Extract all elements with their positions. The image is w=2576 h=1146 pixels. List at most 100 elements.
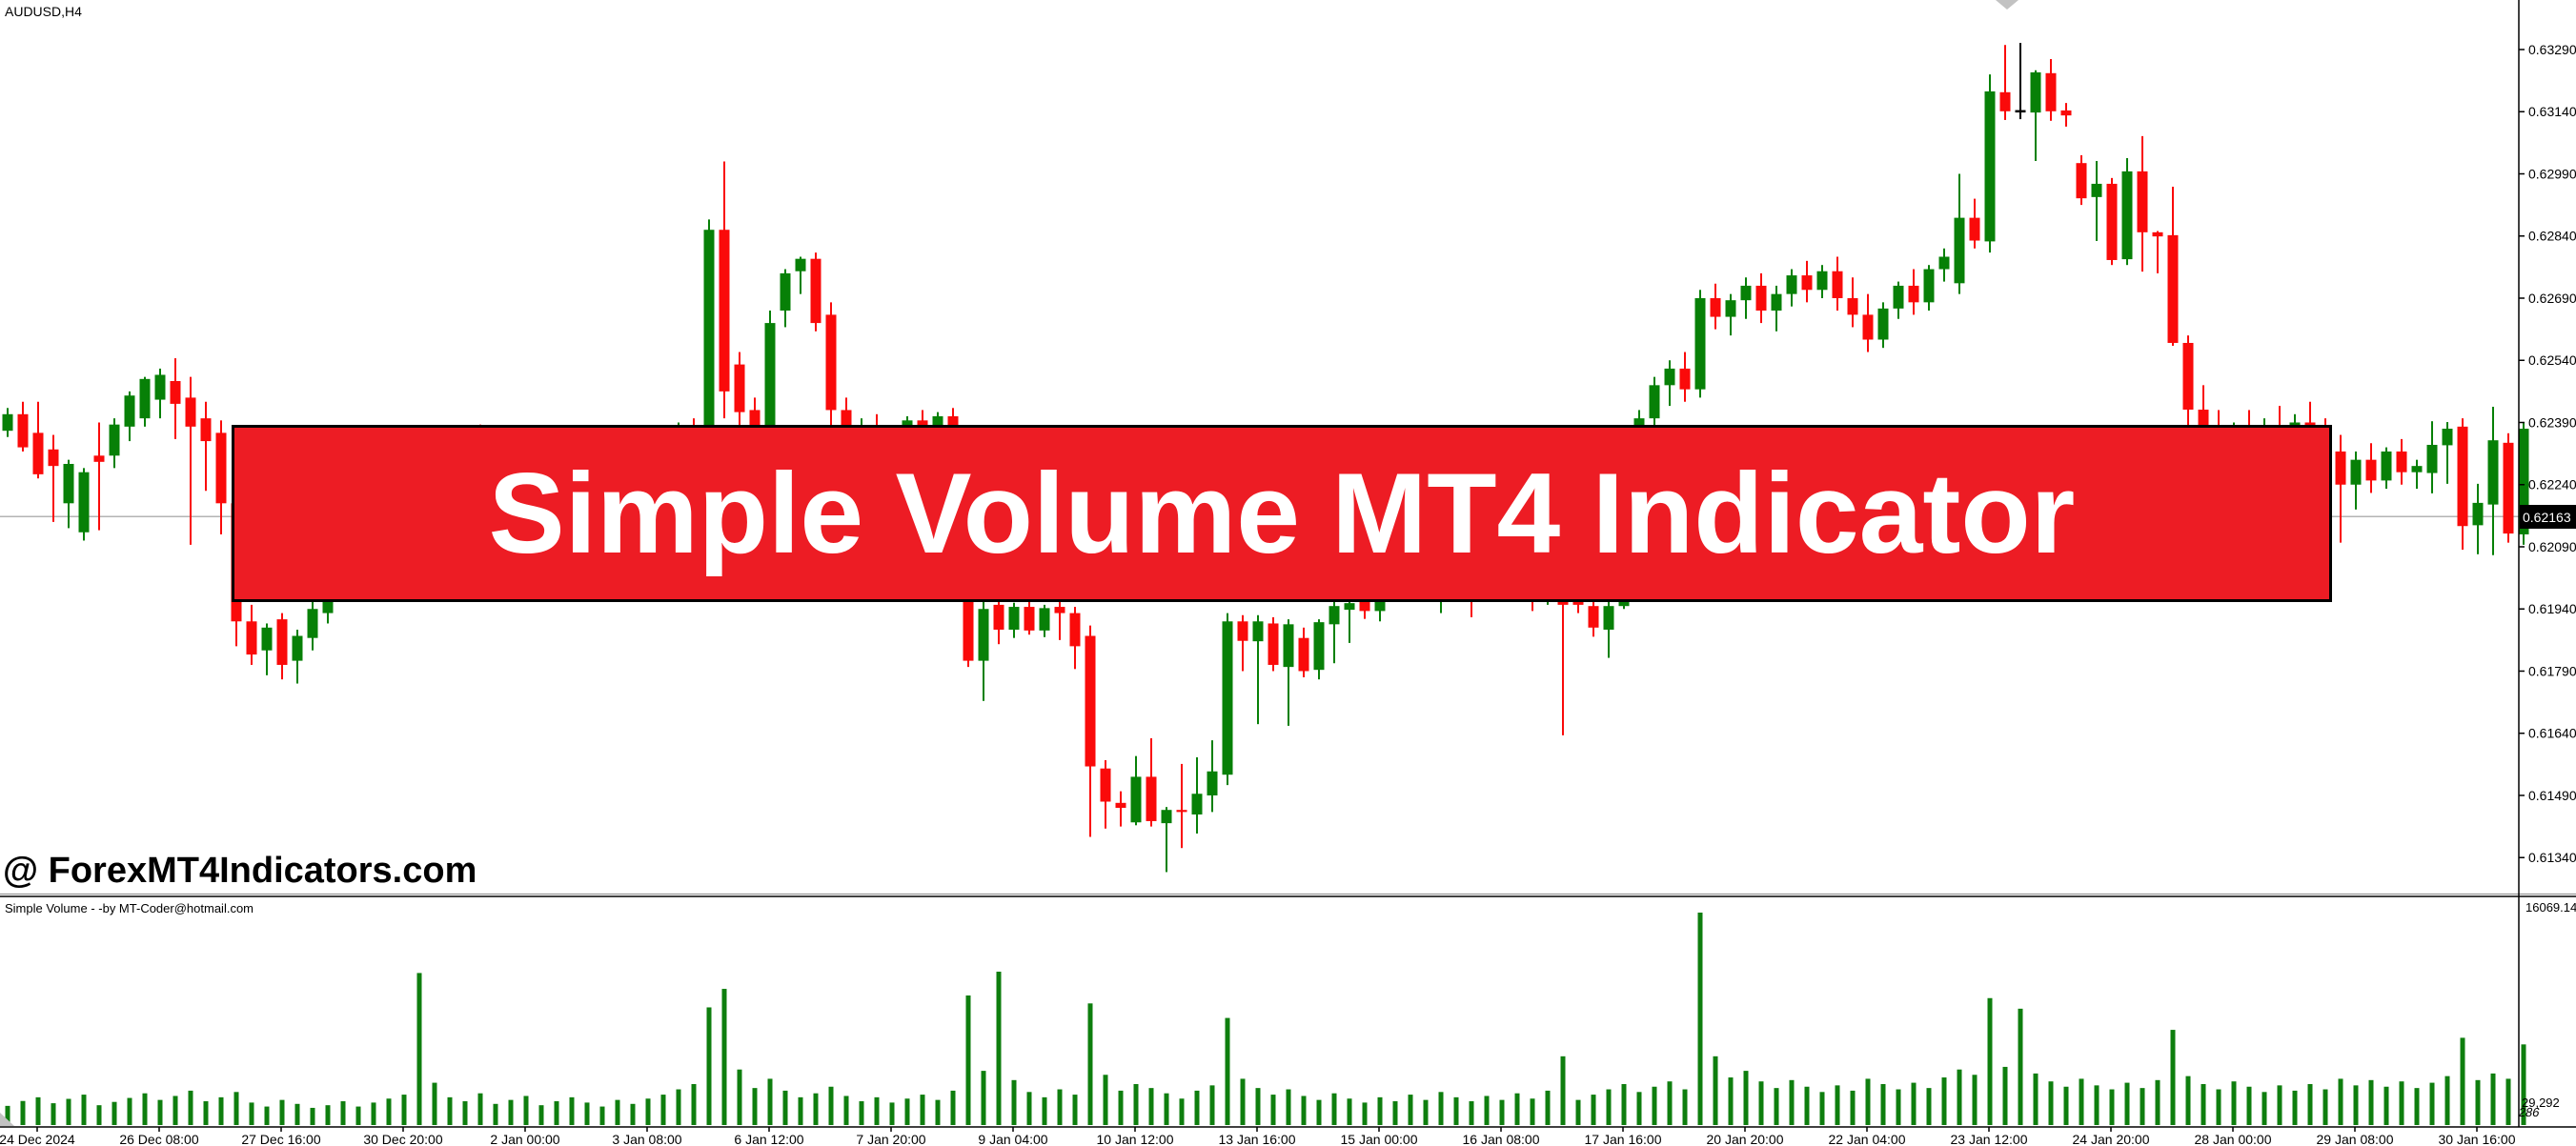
volume-bar: [2322, 1089, 2328, 1125]
candle-body: [1237, 621, 1248, 641]
candle-body: [2426, 444, 2438, 473]
volume-bar: [1728, 1077, 1734, 1125]
volume-bar: [1148, 1088, 1154, 1125]
volume-bar: [1423, 1099, 1429, 1125]
volume-bar: [2033, 1073, 2038, 1125]
volume-bar: [1575, 1099, 1581, 1125]
candle-body: [139, 378, 151, 419]
volume-bar: [843, 1096, 849, 1125]
candle-body: [1024, 607, 1035, 631]
volume-bar: [2109, 1089, 2115, 1125]
candle-body: [2, 413, 13, 432]
volume-bar: [584, 1102, 590, 1125]
volume-bar: [1514, 1093, 1520, 1125]
volume-bar: [538, 1105, 544, 1125]
price-tick-label: 0.63140: [2528, 104, 2576, 119]
volume-bar: [264, 1106, 270, 1125]
candle-body: [2137, 171, 2148, 232]
candle-body: [1984, 90, 1996, 242]
candle-body: [1694, 297, 1706, 390]
price-tick-label: 0.62390: [2528, 414, 2576, 430]
time-tick-label: 2 Jan 00:00: [490, 1132, 559, 1146]
volume-bar: [2368, 1079, 2374, 1125]
volume-bar: [706, 1007, 712, 1125]
time-tick-label: 16 Jan 08:00: [1463, 1132, 1540, 1146]
time-tick-label: 30 Dec 20:00: [363, 1132, 442, 1146]
volume-bar: [1057, 1089, 1063, 1125]
volume-bar: [294, 1103, 300, 1125]
volume-bar: [432, 1082, 437, 1125]
candle-body: [2350, 459, 2362, 485]
volume-bar: [1652, 1086, 1657, 1125]
candle-body: [246, 621, 257, 655]
time-tick-label: 24 Jan 20:00: [2073, 1132, 2150, 1146]
indicator-name-label: Simple Volume - -by MT-Coder@hotmail.com: [5, 901, 254, 915]
volume-bar: [2490, 1073, 2496, 1125]
volume-bar: [51, 1103, 56, 1125]
scroll-corner-marker[interactable]: [0, 1113, 14, 1126]
candle-body: [1999, 91, 2011, 111]
volume-bar: [828, 1086, 834, 1125]
candle-body: [2518, 429, 2529, 534]
candle-body: [2411, 466, 2423, 472]
watermark-text: @ ForexMT4Indicators.com: [3, 851, 477, 891]
candle-body: [185, 397, 196, 427]
candle-body: [1603, 606, 1614, 630]
volume-bar: [767, 1078, 773, 1125]
time-tick-label: 23 Jan 12:00: [1951, 1132, 2028, 1146]
time-tick-label: 22 Jan 04:00: [1829, 1132, 1906, 1146]
candle-body: [1329, 606, 1340, 625]
candle-body: [2457, 426, 2468, 527]
candle-body: [1069, 613, 1081, 647]
candle-body: [2442, 429, 2453, 446]
volume-bar: [2246, 1086, 2252, 1125]
volume-bar: [1926, 1088, 1932, 1125]
volume-bar: [2079, 1078, 2084, 1125]
volume-bar: [1453, 1096, 1459, 1125]
volume-bar: [1560, 1056, 1566, 1125]
candle-body: [63, 463, 74, 504]
volume-bar: [2216, 1089, 2221, 1125]
candle-body: [1710, 297, 1721, 317]
volume-bar: [2475, 1079, 2481, 1125]
candle-body: [1054, 607, 1065, 613]
candle-body: [109, 424, 120, 456]
volume-bar: [325, 1105, 331, 1125]
candle-body: [1588, 606, 1599, 628]
candle-body: [1100, 768, 1111, 802]
candle-body: [1679, 368, 1691, 390]
volume-bar: [2140, 1088, 2145, 1125]
volume-bar: [1072, 1095, 1078, 1125]
candle-body: [1740, 285, 1752, 301]
candle-body: [764, 323, 776, 469]
candle-body: [2060, 110, 2072, 116]
volume-bar: [1042, 1096, 1047, 1125]
volume-bar: [1225, 1017, 1230, 1125]
volume-bar: [1011, 1079, 1017, 1125]
volume-bar: [233, 1092, 239, 1125]
volume-bar: [508, 1099, 514, 1125]
volume-bar: [1941, 1077, 1947, 1125]
candle-body: [1923, 269, 1935, 303]
candle-body: [2167, 234, 2179, 343]
candle-body: [200, 418, 212, 442]
volume-bar: [2170, 1030, 2176, 1125]
volume-bar: [2262, 1092, 2267, 1125]
candle-body: [215, 432, 227, 504]
time-tick-label: 10 Jan 12:00: [1097, 1132, 1174, 1146]
volume-bar: [1530, 1098, 1535, 1125]
candle-body: [2076, 163, 2087, 199]
time-tick-label: 17 Jan 16:00: [1585, 1132, 1662, 1146]
candle-body: [2365, 459, 2377, 481]
volume-bar: [1591, 1095, 1596, 1125]
volume-bar: [935, 1099, 941, 1125]
volume-bar: [218, 1096, 224, 1125]
volume-bar: [2353, 1085, 2359, 1125]
candle-body: [1862, 314, 1874, 340]
candle-body: [78, 472, 90, 533]
volume-bar: [1255, 1088, 1261, 1125]
volume-bar: [660, 1095, 666, 1125]
volume-bar: [462, 1101, 468, 1125]
volume-bar: [1865, 1078, 1871, 1125]
candle-body: [1008, 607, 1020, 630]
